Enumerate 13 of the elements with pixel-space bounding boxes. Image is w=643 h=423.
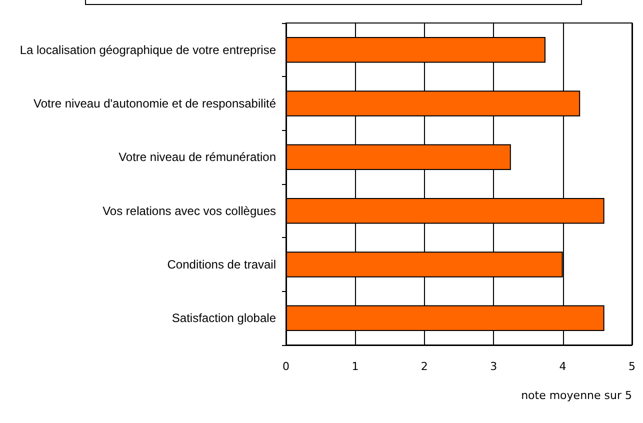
x-tick-label: 2 [420, 360, 428, 373]
y-tick-label: Conditions de travail [167, 258, 276, 272]
y-tick-label: La localisation géographique de votre entreprise [20, 42, 276, 57]
x-tick-label: 1 [352, 360, 359, 373]
x-axis-title: note moyenne sur 5 [521, 389, 632, 402]
x-tick-label: 3 [490, 360, 498, 373]
y-tick-label: Votre niveau d'autonomie et de responsabilité [34, 96, 276, 110]
x-tick-label: 0 [282, 360, 290, 373]
x-tick-label: 5 [628, 360, 636, 373]
y-tick-label: Satisfaction globale [172, 311, 276, 326]
y-tick-label: Vos relations avec vos collègues [102, 204, 276, 218]
y-tick-label: Votre niveau de rémunération [118, 150, 276, 164]
x-tick-label: 4 [559, 360, 566, 373]
